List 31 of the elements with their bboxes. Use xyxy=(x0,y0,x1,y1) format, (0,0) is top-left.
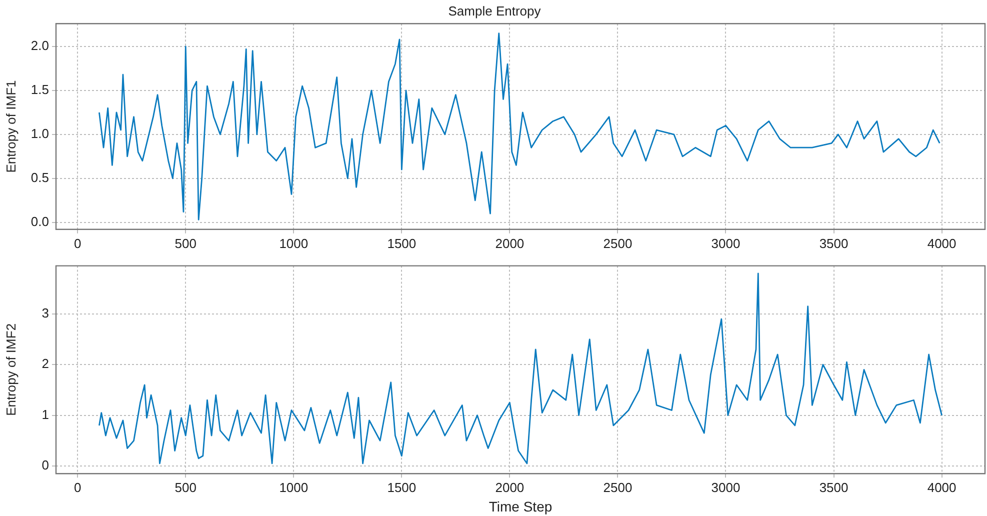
x-tick-label: 1000 xyxy=(279,236,308,251)
x-tick-label: 1000 xyxy=(279,480,308,495)
x-tick-label: 500 xyxy=(174,236,196,251)
x-axis-title: Time Step xyxy=(488,498,552,514)
x-tick-label: 3500 xyxy=(819,480,848,495)
x-tick-label: 2500 xyxy=(603,480,632,495)
x-tick-label: 0 xyxy=(74,480,82,495)
y-tick-label: 0.0 xyxy=(30,214,49,229)
x-tick-label: 1500 xyxy=(387,236,416,251)
y-axis-title: Entropy of IMF2 xyxy=(3,323,18,416)
x-tick-label: 0 xyxy=(74,236,82,251)
x-tick-label: 2500 xyxy=(603,236,632,251)
x-tick-label: 2000 xyxy=(495,480,524,495)
x-tick-label: 4000 xyxy=(927,236,956,251)
y-tick-label: 1 xyxy=(42,406,49,422)
y-tick-label: 3 xyxy=(42,306,49,321)
y-axis-title: Entropy of IMF1 xyxy=(3,80,18,173)
x-tick-label: 4000 xyxy=(927,480,956,495)
x-tick-label: 2000 xyxy=(495,236,524,251)
y-tick-label: 1.0 xyxy=(30,126,49,141)
x-tick-label: 3500 xyxy=(819,236,848,251)
y-tick-label: 0.5 xyxy=(30,170,49,185)
x-tick-label: 1500 xyxy=(387,480,416,495)
y-tick-label: 1.5 xyxy=(30,82,49,98)
y-tick-label: 0 xyxy=(42,458,49,473)
x-tick-label: 500 xyxy=(174,480,196,495)
x-tick-label: 3000 xyxy=(711,236,740,251)
x-tick-label: 3000 xyxy=(711,480,740,495)
y-tick-label: 2 xyxy=(42,356,49,372)
y-tick-label: 2.0 xyxy=(30,38,49,54)
chart-title: Sample Entropy xyxy=(448,3,542,18)
